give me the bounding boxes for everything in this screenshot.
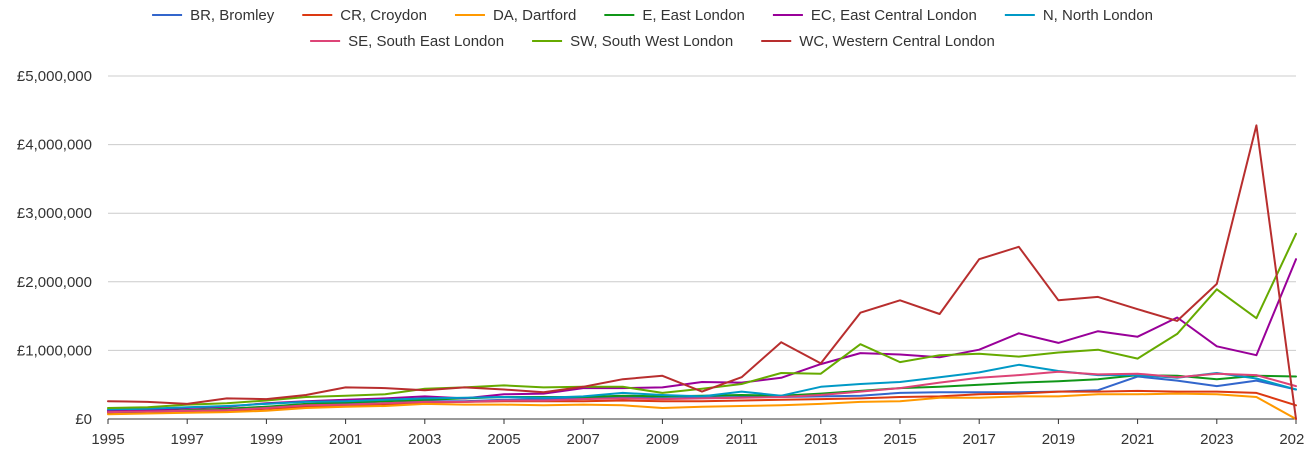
series-line-5 [107, 363, 1297, 411]
legend-item[interactable]: CR, Croydon [302, 7, 427, 24]
legend-item[interactable]: SW, South West London [532, 33, 733, 50]
x-tick-label: 2005 [487, 431, 520, 448]
legend-label: BR, Bromley [190, 7, 275, 24]
x-tick-label: 2001 [329, 431, 362, 448]
y-tick-label: £4,000,000 [17, 137, 92, 154]
x-tick-label: 2023 [1200, 431, 1233, 448]
y-tick-label: £5,000,000 [17, 68, 92, 85]
x-tick-label: 2015 [883, 431, 916, 448]
x-tick-label: 2013 [804, 431, 837, 448]
x-tick-label: 1995 [91, 431, 124, 448]
legend-label: N, North London [1043, 7, 1153, 24]
x-tick-label: 1997 [171, 431, 204, 448]
series-line-8 [107, 124, 1297, 420]
legend-item[interactable]: DA, Dartford [454, 7, 576, 24]
x-tick-label: 2019 [1042, 431, 1075, 448]
x-tick-label: 2003 [408, 431, 441, 448]
y-tick-label: £2,000,000 [17, 274, 92, 291]
legend-item[interactable]: E, East London [604, 7, 745, 24]
y-axis-ticks: £0 £1,000,000 £2,000,000 £3,000,000 £4,000,0… [17, 68, 92, 428]
legend-item[interactable]: EC, East Central London [772, 7, 977, 24]
series-line-1 [107, 389, 1297, 414]
x-tick-label: 2025 [1279, 431, 1305, 448]
series-line-2 [107, 392, 1297, 420]
legend-label: CR, Croydon [340, 7, 427, 24]
series-lines [107, 124, 1297, 420]
x-tick-label: 2009 [646, 431, 679, 448]
legend-label: DA, Dartford [493, 7, 576, 24]
x-axis-ticks: 1995 1997 1999 2001 2003 2005 2007 2009 2011 2013… [91, 419, 1305, 448]
series-line-6 [107, 370, 1297, 414]
y-gridlines [108, 75, 1296, 420]
x-tick-label: 2021 [1121, 431, 1154, 448]
x-tick-label: 1999 [250, 431, 283, 448]
legend-item[interactable]: SE, South East London [310, 33, 504, 50]
x-tick-label: 2011 [725, 431, 757, 448]
y-tick-label: £1,000,000 [17, 342, 92, 359]
y-tick-label: £0 [75, 411, 92, 428]
series-line-7 [107, 232, 1297, 409]
legend-label: EC, East Central London [811, 7, 977, 24]
legend-item[interactable]: BR, Bromley [152, 7, 275, 24]
x-tick-label: 2007 [567, 431, 600, 448]
y-tick-label: £3,000,000 [17, 205, 92, 222]
legend-label: SW, South West London [570, 33, 733, 50]
legend: BR, Bromley CR, Croydon DA, Dartford E, Eas… [152, 7, 1153, 50]
legend-label: E, East London [642, 7, 745, 24]
legend-item[interactable]: N, North London [1004, 7, 1153, 24]
legend-label: WC, Western Central London [799, 33, 995, 50]
x-tick-label: 2017 [963, 431, 996, 448]
legend-item[interactable]: WC, Western Central London [761, 33, 995, 50]
legend-label: SE, South East London [348, 33, 504, 50]
